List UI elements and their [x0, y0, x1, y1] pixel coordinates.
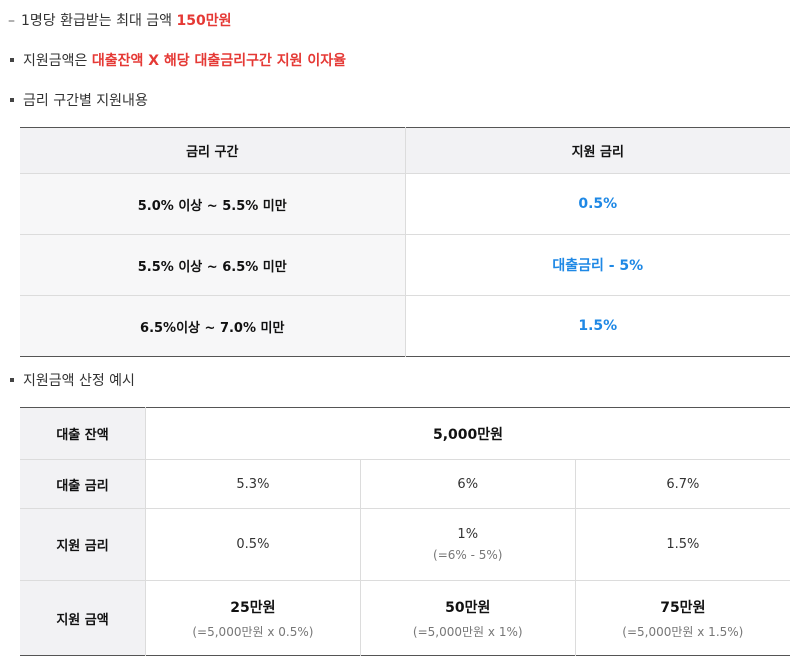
support-rate-formula: (=6% - 5%) — [433, 548, 503, 562]
rate-range-cell: 5.5% 이상 ~ 6.5% 미만 — [20, 234, 405, 296]
balance-label: 대출 잔액 — [20, 407, 146, 460]
support-formula-highlight: 대출잔액 X 해당 대출금리구간 지원 이자율 — [91, 53, 346, 69]
example-section-text: 지원금액 산정 예시 — [23, 373, 135, 389]
table-row: 5.5% 이상 ~ 6.5% 미만 대출금리 - 5% — [20, 234, 790, 296]
max-refund-text: 1명당 환급받는 최대 금액 — [21, 13, 177, 29]
table-row: 지원 금액 25만원 (=5,000만원 x 0.5%) 50만원 (=5,000만… — [20, 580, 790, 656]
rate-table: 금리 구간 지원 금리 5.0% 이상 ~ 5.5% 미만 0.5% 5.5% … — [20, 127, 790, 357]
support-rate-label: 지원 금리 — [20, 508, 146, 581]
support-amount-value: 75만원 — [660, 599, 706, 616]
support-rate-value: 0.5% — [236, 537, 270, 552]
support-rate-cell: 1% (=6% - 5%) — [359, 508, 576, 581]
rate-range-cell: 6.5%이상 ~ 7.0% 미만 — [20, 295, 405, 357]
loan-rate-label: 대출 금리 — [20, 459, 146, 509]
table-row: 5.0% 이상 ~ 5.5% 미만 0.5% — [20, 173, 790, 235]
support-rate-cell: 0.5% — [404, 173, 790, 235]
balance-value: 5,000만원 — [145, 407, 790, 460]
support-amount-formula: (=5,000만원 x 1.5%) — [622, 624, 744, 639]
support-amount-cell: 25만원 (=5,000만원 x 0.5%) — [145, 580, 361, 656]
support-amount-cell: 75만원 (=5,000만원 x 1.5%) — [574, 580, 790, 656]
support-amount-value: 50만원 — [445, 599, 491, 616]
support-amount-cell: 50만원 (=5,000만원 x 1%) — [359, 580, 576, 656]
bullet-icon — [10, 98, 14, 102]
support-rate-cell: 0.5% — [145, 508, 361, 581]
support-rate-cell: 1.5% — [574, 508, 790, 581]
table-row: 대출 잔액 5,000만원 — [20, 407, 790, 460]
bullet-icon — [10, 378, 14, 382]
rate-section-heading: 금리 구간별 지원내용 — [8, 90, 148, 110]
dash-marker: – — [8, 13, 15, 29]
support-rate-cell: 1.5% — [404, 295, 790, 357]
support-rate-cell: 대출금리 - 5% — [404, 234, 790, 296]
support-formula-text: 지원금액은 — [23, 53, 92, 69]
table-row: 지원 금리 0.5% 1% (=6% - 5%) 1.5% — [20, 508, 790, 581]
rate-table-header: 금리 구간 지원 금리 — [20, 127, 790, 174]
header-rate-range: 금리 구간 — [20, 127, 405, 174]
loan-rate-cell: 5.3% — [145, 459, 361, 509]
header-support-rate: 지원 금리 — [404, 127, 790, 174]
example-table: 대출 잔액 5,000만원 대출 금리 5.3% 6% 6.7% 지원 금리 0… — [20, 407, 790, 656]
bullet-icon — [10, 58, 14, 62]
table-row: 6.5%이상 ~ 7.0% 미만 1.5% — [20, 295, 790, 357]
max-refund-line: –1명당 환급받는 최대 금액 150만원 — [8, 10, 232, 30]
support-amount-formula: (=5,000만원 x 0.5%) — [192, 624, 314, 639]
loan-rate-cell: 6% — [359, 459, 576, 509]
support-rate-value: 1.5% — [666, 537, 700, 552]
support-amount-value: 25만원 — [230, 599, 276, 616]
support-amount-label: 지원 금액 — [20, 580, 146, 656]
max-refund-amount: 150만원 — [176, 13, 232, 29]
support-rate-value: 1% — [457, 527, 479, 542]
rate-range-cell: 5.0% 이상 ~ 5.5% 미만 — [20, 173, 405, 235]
example-section-heading: 지원금액 산정 예시 — [8, 370, 135, 390]
support-amount-formula: (=5,000만원 x 1%) — [412, 624, 523, 639]
table-row: 대출 금리 5.3% 6% 6.7% — [20, 459, 790, 509]
rate-section-text: 금리 구간별 지원내용 — [23, 93, 148, 109]
support-formula-line: 지원금액은 대출잔액 X 해당 대출금리구간 지원 이자율 — [8, 50, 346, 70]
loan-rate-cell: 6.7% — [574, 459, 790, 509]
